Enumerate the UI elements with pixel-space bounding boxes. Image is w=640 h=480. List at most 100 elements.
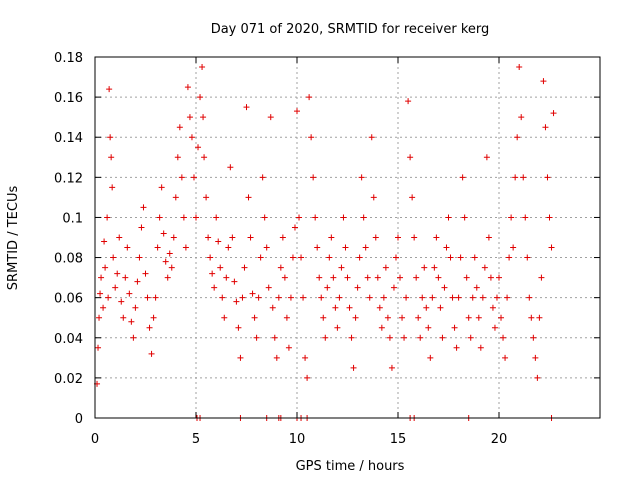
data-point <box>439 334 446 341</box>
data-point <box>493 294 500 301</box>
data-point <box>358 174 365 181</box>
data-point <box>336 294 343 301</box>
data-point <box>399 314 406 321</box>
data-point <box>253 334 260 341</box>
data-point <box>310 174 317 181</box>
data-point <box>184 84 191 91</box>
data-point <box>269 304 276 311</box>
data-point <box>510 244 517 251</box>
data-point <box>225 244 232 251</box>
data-point <box>419 294 426 301</box>
data-point <box>390 284 397 291</box>
data-point <box>219 294 226 301</box>
y-tick-label: 0.12 <box>54 171 83 186</box>
data-point <box>457 254 464 261</box>
data-point <box>168 264 175 271</box>
data-point <box>433 234 440 241</box>
data-point <box>213 214 220 221</box>
data-point <box>249 290 256 297</box>
data-point <box>425 324 432 331</box>
data-point <box>449 294 456 301</box>
data-point <box>199 64 206 71</box>
data-point <box>411 234 418 241</box>
data-point <box>205 234 212 241</box>
data-point <box>109 184 116 191</box>
data-point <box>485 234 492 241</box>
data-point <box>308 134 315 141</box>
data-point <box>384 314 391 321</box>
data-point <box>320 314 327 321</box>
data-point <box>180 214 187 221</box>
data-point <box>114 270 121 277</box>
data-point <box>300 294 307 301</box>
y-tick-label: 0 <box>75 412 83 427</box>
data-point <box>174 154 181 161</box>
data-point <box>386 334 393 341</box>
data-point <box>528 314 535 321</box>
data-point <box>423 304 430 311</box>
data-point <box>518 114 525 121</box>
data-point <box>144 294 151 301</box>
data-point <box>211 284 218 291</box>
data-point <box>102 264 109 271</box>
data-point <box>195 144 202 151</box>
data-point <box>304 374 311 381</box>
y-tick-label: 0.1 <box>62 211 83 226</box>
x-axis: 0 5 10 15 20 <box>91 57 507 447</box>
data-point <box>97 290 104 297</box>
data-point <box>530 334 537 341</box>
data-point <box>360 214 367 221</box>
data-point <box>306 94 313 101</box>
data-point <box>243 104 250 111</box>
data-point <box>229 234 236 241</box>
y-axis-label: SRMTID / TECUs <box>6 186 21 291</box>
data-point <box>261 214 268 221</box>
data-point <box>348 334 355 341</box>
data-point <box>263 244 270 251</box>
data-point <box>271 334 278 341</box>
y-axis: 0 0.02 0.04 0.06 0.08 0.1 0.12 0.14 0.16 0.18 <box>54 51 600 427</box>
data-point <box>421 264 428 271</box>
y-tick-label: 0.04 <box>54 332 83 347</box>
data-point <box>107 134 114 141</box>
data-point <box>326 254 333 261</box>
data-point <box>142 270 149 277</box>
data-point <box>479 294 486 301</box>
data-point <box>526 294 533 301</box>
y-tick-label: 0.08 <box>54 252 83 267</box>
data-point <box>491 324 498 331</box>
grid <box>95 57 600 418</box>
x-tick-label: 5 <box>192 432 200 447</box>
chart-title: Day 071 of 2020, SRMTID for receiver ker… <box>211 22 490 37</box>
data-point <box>481 264 488 271</box>
data-point <box>160 230 167 237</box>
data-point <box>96 314 103 321</box>
data-point <box>516 64 523 71</box>
data-point <box>463 274 470 281</box>
data-point <box>461 214 468 221</box>
data-point <box>380 294 387 301</box>
data-point <box>100 304 107 311</box>
data-point <box>370 194 377 201</box>
data-point <box>368 134 375 141</box>
data-point <box>356 254 363 261</box>
data-point <box>166 250 173 257</box>
data-point <box>227 164 234 171</box>
data-point <box>118 298 125 305</box>
data-point <box>110 254 117 261</box>
data-point <box>296 214 303 221</box>
data-point <box>237 354 244 361</box>
data-point <box>176 124 183 131</box>
data-point <box>287 294 294 301</box>
data-point <box>475 314 482 321</box>
data-point <box>473 284 480 291</box>
data-point <box>496 274 502 281</box>
data-point <box>405 98 412 105</box>
data-point <box>152 294 159 301</box>
data-point <box>126 290 133 297</box>
data-point <box>217 264 224 271</box>
data-point <box>186 114 193 121</box>
data-point <box>106 86 113 93</box>
plot-frame <box>94 56 601 419</box>
